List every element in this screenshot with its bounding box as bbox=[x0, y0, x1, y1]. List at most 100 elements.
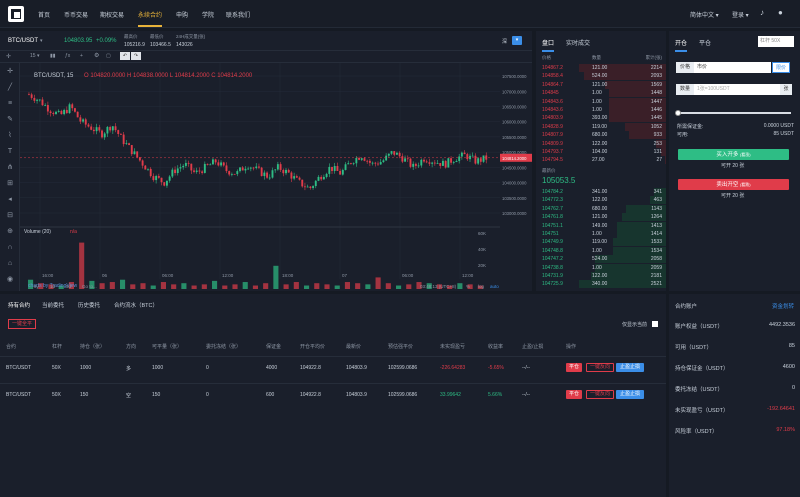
brand-logo-icon[interactable] bbox=[8, 6, 24, 22]
login-button[interactable]: 登录 ▾ bbox=[732, 13, 749, 19]
bid-row[interactable]: 104751 1.00 1414 bbox=[536, 230, 666, 238]
bid-row[interactable]: 104762.7 680.00 1143 bbox=[536, 204, 666, 213]
ask-row[interactable]: 104858.4 524.00 2093 bbox=[536, 72, 666, 81]
scale-option[interactable]: auto bbox=[490, 284, 499, 289]
brush-tool-icon[interactable]: ✎ bbox=[7, 116, 13, 123]
fib-tool-icon[interactable]: ⋔ bbox=[7, 164, 13, 171]
measure-tool-icon[interactable]: ⊞ bbox=[7, 180, 13, 187]
add-icon[interactable]: + bbox=[80, 53, 83, 59]
bid-row[interactable]: 104751.1 149.00 1413 bbox=[536, 221, 666, 230]
user-icon[interactable]: ● bbox=[778, 8, 783, 17]
settings-icon[interactable]: ⚙ bbox=[94, 53, 100, 59]
redo-icon[interactable]: ↷ bbox=[131, 52, 141, 60]
bid-row[interactable]: 104748.8 1.00 1534 bbox=[536, 246, 666, 255]
positions-tab-0[interactable]: 持有合约 bbox=[8, 303, 31, 309]
tab-recent-trades[interactable]: 实时成交 bbox=[566, 41, 591, 47]
undo-icon[interactable]: ↶ bbox=[120, 52, 130, 60]
ask-row[interactable]: 104843.6 1.00 1447 bbox=[536, 97, 666, 106]
positions-tab-1[interactable]: 当前委托 bbox=[42, 303, 65, 309]
ruler-tool-icon[interactable]: ⊟ bbox=[7, 212, 13, 219]
ask-row[interactable]: 104794.5 27.00 27 bbox=[536, 156, 666, 165]
ask-row[interactable]: 104803.9 393.00 1445 bbox=[536, 114, 666, 123]
bid-row[interactable]: 104731.9 122.00 2181 bbox=[536, 272, 666, 280]
close-position-button[interactable]: 平仓 bbox=[566, 390, 582, 399]
eye-tool-icon[interactable]: ◉ bbox=[6, 276, 14, 283]
tpsl-button[interactable]: 止盈止损 bbox=[616, 390, 644, 399]
bid-row[interactable]: 104725.9 340.00 2521 bbox=[536, 280, 666, 289]
timescale-button[interactable]: Go to... bbox=[82, 284, 97, 289]
buy-long-button[interactable]: 买入开多 (看涨) bbox=[678, 149, 789, 160]
reverse-position-button[interactable]: 一键反向 bbox=[586, 390, 614, 399]
qty-slider[interactable] bbox=[677, 112, 791, 114]
zoom-tool-icon[interactable]: ⊕ bbox=[7, 228, 13, 235]
price-input[interactable]: 市价 bbox=[694, 62, 771, 73]
indicators-icon[interactable]: ƒx bbox=[65, 53, 71, 59]
crosshair-icon[interactable]: ✛ bbox=[6, 54, 12, 60]
account-key: 风险率（USDT） bbox=[675, 429, 718, 435]
pair-dropdown-icon[interactable]: ▾ bbox=[40, 38, 43, 44]
sell-short-button[interactable]: 卖出开空 (看跌) bbox=[678, 179, 789, 190]
interval-selector[interactable]: 15 ▾ bbox=[30, 53, 40, 59]
nav-item-0[interactable]: 首页 bbox=[38, 13, 51, 19]
ask-row[interactable]: 104864.7 121.00 1569 bbox=[536, 80, 666, 89]
scale-option[interactable]: log bbox=[478, 284, 485, 289]
nav-item-3[interactable]: 永续合约 bbox=[138, 10, 163, 27]
close-position-button[interactable]: 平仓 bbox=[566, 363, 582, 372]
language-selector[interactable]: 简体中文 ▾ bbox=[690, 13, 719, 19]
qty-slider-handle[interactable] bbox=[675, 110, 681, 116]
limit-price-button[interactable]: 限价 bbox=[772, 62, 790, 73]
candlestick-chart[interactable]: BTC/USDT, 15 O 104820.0000 H 104838.0000 … bbox=[20, 63, 500, 291]
ask-row[interactable]: 104843.6 1.00 1446 bbox=[536, 106, 666, 114]
scale-option[interactable]: % bbox=[466, 284, 470, 289]
timescale-button[interactable]: 1d bbox=[50, 284, 56, 289]
nav-item-2[interactable]: 期权交易 bbox=[100, 13, 125, 19]
nav-item-1[interactable]: 币币交易 bbox=[64, 13, 89, 19]
bid-row[interactable]: 104761.8 121.00 1264 bbox=[536, 213, 666, 222]
horizontal-line-tool-icon[interactable]: ≡ bbox=[7, 100, 13, 107]
ask-row[interactable]: 104867.2 121.00 2214 bbox=[536, 64, 666, 72]
pattern-tool-icon[interactable]: ⌇ bbox=[8, 132, 12, 139]
lock-tool-icon[interactable]: ⌂ bbox=[7, 260, 13, 267]
ask-row[interactable]: 104828.9 119.00 1052 bbox=[536, 122, 666, 131]
magnet-tool-icon[interactable]: ∩ bbox=[7, 244, 13, 251]
leverage-selector[interactable]: 杠杆 50X bbox=[758, 36, 794, 47]
candle-body bbox=[33, 97, 36, 101]
bid-row[interactable]: 104784.2 341.00 341 bbox=[536, 188, 666, 196]
theme-toggle-icon[interactable]: ▾ bbox=[512, 36, 522, 45]
ask-row[interactable]: 104793.7 104.00 131 bbox=[536, 148, 666, 156]
trendline-tool-icon[interactable]: ╱ bbox=[7, 84, 13, 91]
qty-input[interactable]: 1张=100USDT bbox=[694, 84, 780, 95]
text-tool-icon[interactable]: T bbox=[7, 148, 13, 155]
timescale-button[interactable]: 5d bbox=[66, 284, 72, 289]
timescale-button[interactable]: 5y bbox=[34, 284, 40, 289]
fullscreen-icon[interactable]: ▢ bbox=[106, 53, 111, 59]
bid-row[interactable]: 104747.2 524.00 2058 bbox=[536, 255, 666, 264]
transfer-link[interactable]: 资金划转 bbox=[771, 304, 794, 310]
tab-orderbook[interactable]: 盘口 bbox=[542, 38, 555, 52]
tpsl-button[interactable]: 止盈止损 bbox=[616, 363, 644, 372]
ask-row[interactable]: 104845 1.00 1448 bbox=[536, 89, 666, 98]
ask-row[interactable]: 104807.9 680.00 933 bbox=[536, 131, 666, 140]
bid-row[interactable]: 104738.8 1.00 2059 bbox=[536, 263, 666, 272]
ask-qty: 524.00 bbox=[592, 73, 608, 80]
ask-row[interactable]: 104809.9 122.00 253 bbox=[536, 139, 666, 148]
pair-name[interactable]: BTC/USDT bbox=[8, 38, 38, 44]
only-current-checkbox[interactable] bbox=[652, 321, 658, 327]
bid-row[interactable]: 104772.3 122.00 463 bbox=[536, 196, 666, 205]
positions-tab-3[interactable]: 合约流水（BTC） bbox=[114, 303, 159, 309]
position-dir: 多 bbox=[126, 366, 132, 372]
bell-icon[interactable]: ♪ bbox=[760, 8, 764, 17]
tab-open[interactable]: 开仓 bbox=[675, 38, 688, 52]
positions-tab-2[interactable]: 历史委托 bbox=[78, 303, 101, 309]
tab-close[interactable]: 平仓 bbox=[699, 41, 712, 47]
account-row: 风险率（USDT） 97.18% bbox=[675, 427, 795, 437]
nav-item-6[interactable]: 联系我们 bbox=[226, 13, 251, 19]
arrow-tool-icon[interactable]: ◂ bbox=[8, 196, 12, 203]
nav-item-5[interactable]: 学院 bbox=[202, 13, 215, 19]
candle-type-icon[interactable]: ▮▮ bbox=[50, 53, 56, 59]
close-all-button[interactable]: 一键全平 bbox=[8, 319, 36, 329]
bid-row[interactable]: 104749.9 119.00 1533 bbox=[536, 238, 666, 247]
nav-item-4[interactable]: 申购 bbox=[176, 13, 189, 19]
reverse-position-button[interactable]: 一键反向 bbox=[586, 363, 614, 372]
cursor-tool-icon[interactable]: ✛ bbox=[7, 68, 13, 75]
